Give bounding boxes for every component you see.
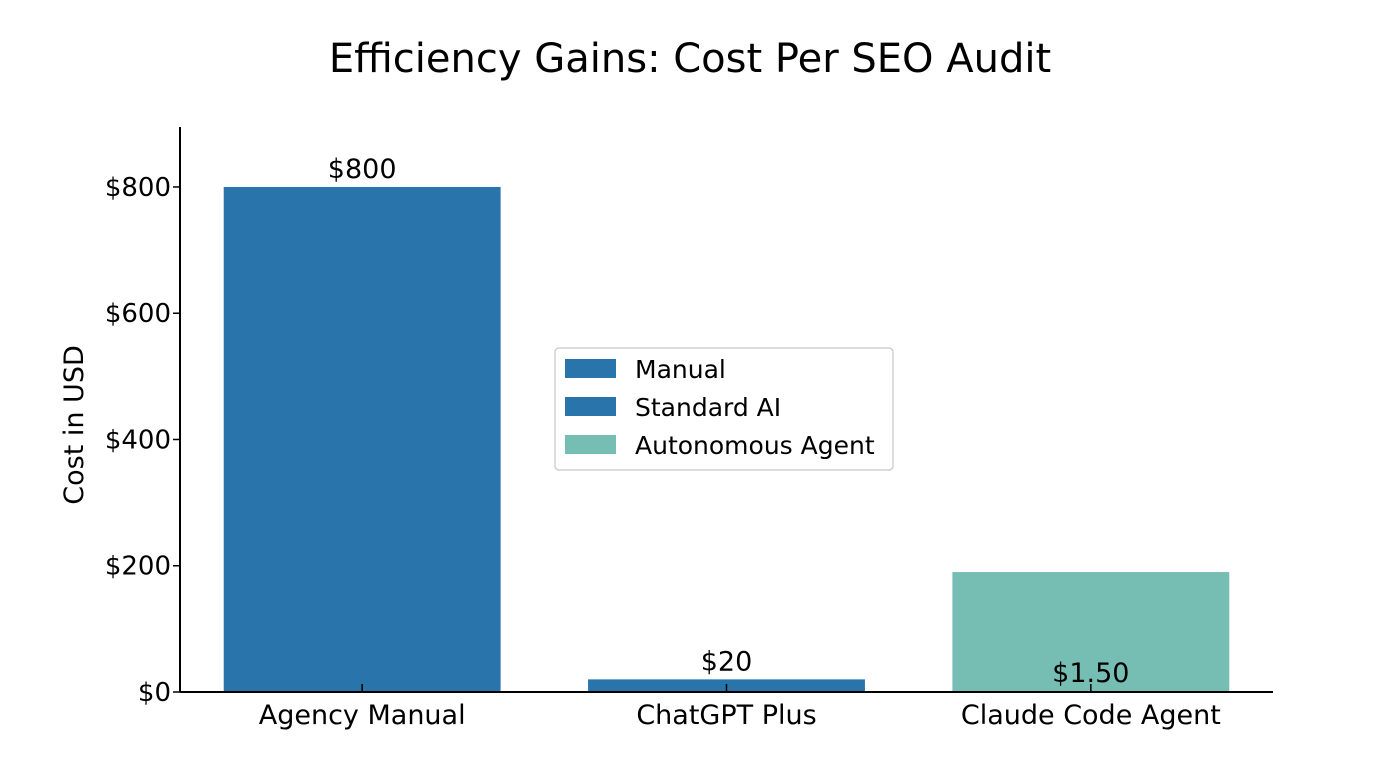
legend-label-manual: Manual bbox=[635, 355, 726, 384]
bar-claude-code-agent bbox=[952, 572, 1230, 692]
y-tick-label: $400 bbox=[105, 425, 171, 455]
legend: Manual Standard AI Autonomous Agent bbox=[554, 347, 894, 471]
y-tick-label: $200 bbox=[105, 552, 171, 582]
x-tick-label-chatgpt-plus: ChatGPT Plus bbox=[636, 700, 816, 731]
x-tick-label-agency-manual: Agency Manual bbox=[259, 700, 466, 731]
legend-swatch-standard-ai bbox=[565, 397, 616, 416]
data-label-agency-manual: $800 bbox=[328, 154, 397, 185]
x-ticks-group: Agency Manual ChatGPT Plus Claude Code Age… bbox=[259, 684, 1221, 731]
chart-title: Efficiency Gains: Cost Per SEO Audit bbox=[329, 36, 1051, 82]
data-label-chatgpt-plus: $20 bbox=[701, 646, 753, 677]
y-ticks-group: $0 $200 $400 $600 $800 bbox=[105, 173, 180, 708]
y-axis-label: Cost in USD bbox=[59, 345, 90, 505]
legend-swatch-autonomous-agent bbox=[565, 435, 616, 454]
y-tick-label: $800 bbox=[105, 173, 171, 203]
legend-label-autonomous-agent: Autonomous Agent bbox=[635, 431, 875, 460]
legend-label-standard-ai: Standard AI bbox=[635, 393, 781, 422]
x-tick-label-claude-code-agent: Claude Code Agent bbox=[961, 700, 1221, 731]
bar-agency-manual bbox=[223, 186, 501, 693]
data-labels-group: $800 $20 $1.50 bbox=[328, 154, 1130, 689]
data-label-claude-code-agent: $1.50 bbox=[1052, 658, 1129, 689]
y-tick-label: $0 bbox=[138, 678, 171, 708]
legend-frame bbox=[554, 347, 894, 471]
y-tick-label: $600 bbox=[105, 299, 171, 329]
legend-swatch-manual bbox=[565, 359, 616, 378]
bars-group bbox=[223, 186, 1230, 693]
